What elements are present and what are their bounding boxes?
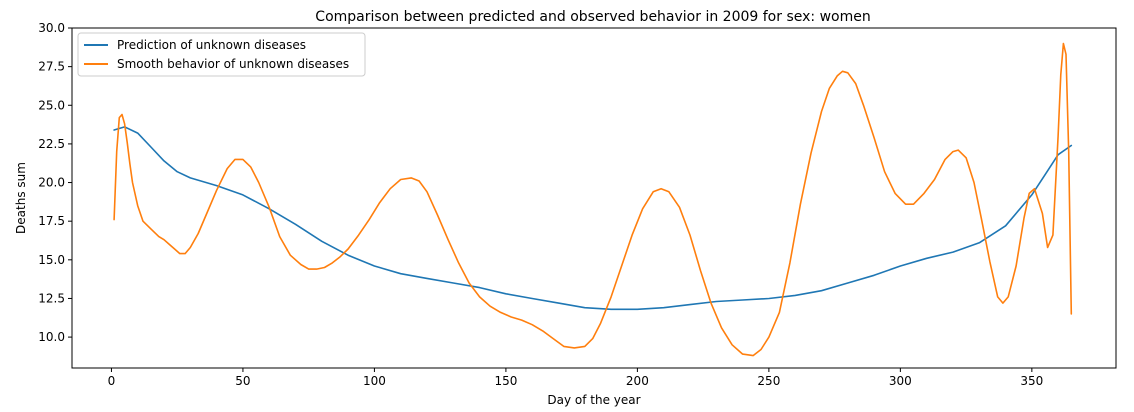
x-tick-label: 300: [889, 374, 912, 388]
series-line-smooth: [113, 42, 1073, 357]
x-tick-label: 0: [108, 374, 116, 388]
x-tick-label: 50: [235, 374, 250, 388]
legend-label-prediction: Prediction of unknown diseases: [117, 38, 306, 52]
x-tick-label: 100: [363, 374, 386, 388]
y-tick-label: 15.0: [38, 253, 65, 267]
legend-label-smooth: Smooth behavior of unknown diseases: [117, 57, 349, 71]
y-tick-label: 10.0: [38, 330, 65, 344]
x-axis-label: Day of the year: [547, 393, 640, 407]
y-tick-label: 20.0: [38, 176, 65, 190]
y-tick-label: 12.5: [38, 291, 65, 305]
x-axis: 0 50 100 150 200 250 300 350: [108, 368, 1043, 388]
y-tick-label: 27.5: [38, 60, 65, 74]
series-layer: [113, 42, 1073, 357]
series-line-prediction: [113, 126, 1073, 311]
y-axis: 10.0 12.5 15.0 17.5 20.0 22.5 25.0 27.5 30.0: [38, 21, 72, 344]
y-tick-label: 22.5: [38, 137, 65, 151]
legend: Prediction of unknown diseases Smooth be…: [77, 32, 366, 77]
y-tick-label: 30.0: [38, 21, 65, 35]
plot-frame: [71, 27, 1117, 369]
y-axis-label: Deaths sum: [14, 162, 28, 234]
y-tick-label: 17.5: [38, 214, 65, 228]
chart-title: Comparison between predicted and observe…: [315, 9, 870, 25]
y-tick-label: 25.0: [38, 98, 65, 112]
x-tick-label: 150: [494, 374, 517, 388]
x-tick-label: 250: [757, 374, 780, 388]
x-tick-label: 200: [626, 374, 649, 388]
x-tick-label: 350: [1020, 374, 1043, 388]
legend-box: [77, 32, 366, 77]
